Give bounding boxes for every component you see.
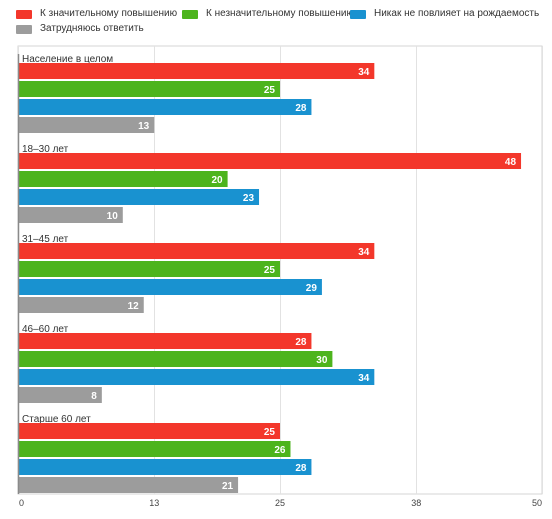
bar bbox=[18, 459, 312, 475]
bar-value-label: 10 bbox=[107, 211, 119, 222]
bar bbox=[18, 117, 155, 133]
legend-swatch bbox=[16, 9, 32, 19]
legend-item[interactable]: Затрудняюсь ответить bbox=[16, 23, 144, 35]
bar bbox=[18, 387, 102, 403]
bar-value-label: 29 bbox=[306, 283, 318, 294]
legend-label: К незначительному повышению bbox=[206, 8, 354, 19]
group-label: 31–45 лет bbox=[22, 234, 69, 245]
bar-value-label: 20 bbox=[211, 175, 223, 186]
bar-value-label: 26 bbox=[274, 445, 286, 456]
bar bbox=[18, 279, 322, 295]
bar-value-label: 23 bbox=[243, 193, 255, 204]
bar bbox=[18, 99, 312, 115]
group-label: Население в целом bbox=[22, 54, 113, 65]
x-tick-label: 0 bbox=[19, 498, 24, 508]
bar bbox=[18, 423, 280, 439]
bar bbox=[18, 171, 228, 187]
bar bbox=[18, 153, 522, 169]
bar-value-label: 25 bbox=[264, 427, 276, 438]
x-tick-label: 50 bbox=[532, 498, 542, 508]
bar bbox=[18, 63, 375, 79]
x-tick-label: 25 bbox=[275, 498, 285, 508]
bar-value-label: 30 bbox=[316, 355, 328, 366]
group-label: 18–30 лет bbox=[22, 144, 69, 155]
x-tick-label: 38 bbox=[411, 498, 421, 508]
bar bbox=[18, 477, 239, 493]
legend-item[interactable]: Никак не повлияет на рождаемость bbox=[350, 8, 539, 20]
bar-value-label: 28 bbox=[295, 463, 307, 474]
bar bbox=[18, 351, 333, 367]
legend-label: Никак не повлияет на рождаемость bbox=[374, 8, 540, 19]
bar-value-label: 25 bbox=[264, 265, 276, 276]
legend-swatch bbox=[182, 9, 198, 19]
bar-value-label: 25 bbox=[264, 85, 276, 96]
bar-value-label: 28 bbox=[295, 337, 307, 348]
bar-value-label: 34 bbox=[358, 247, 370, 258]
bar-value-label: 13 bbox=[138, 121, 150, 132]
bar bbox=[18, 369, 375, 385]
legend-item[interactable]: К значительному повышению bbox=[16, 8, 177, 20]
bar-value-label: 48 bbox=[505, 157, 517, 168]
group-label: Старше 60 лет bbox=[22, 414, 91, 425]
legend-label: Затрудняюсь ответить bbox=[40, 23, 144, 34]
legend-label: К значительному повышению bbox=[40, 8, 178, 19]
bar-value-label: 12 bbox=[128, 301, 140, 312]
x-tick-label: 13 bbox=[149, 498, 159, 508]
bar bbox=[18, 297, 144, 313]
bar bbox=[18, 261, 280, 277]
bar bbox=[18, 441, 291, 457]
bar-value-label: 8 bbox=[91, 391, 97, 402]
legend-swatch bbox=[16, 24, 32, 34]
bar-value-label: 34 bbox=[358, 67, 370, 78]
bar-value-label: 34 bbox=[358, 373, 370, 384]
bar bbox=[18, 207, 123, 223]
bar bbox=[18, 243, 375, 259]
bar bbox=[18, 333, 312, 349]
legend-item[interactable]: К незначительному повышению bbox=[182, 8, 354, 20]
bar-value-label: 21 bbox=[222, 481, 234, 492]
legend: К значительному повышению К незначительно… bbox=[16, 8, 546, 40]
bar bbox=[18, 81, 280, 97]
legend-swatch bbox=[350, 9, 366, 19]
group-label: 46–60 лет bbox=[22, 324, 69, 335]
bar-value-label: 28 bbox=[295, 103, 307, 114]
bar bbox=[18, 189, 260, 205]
